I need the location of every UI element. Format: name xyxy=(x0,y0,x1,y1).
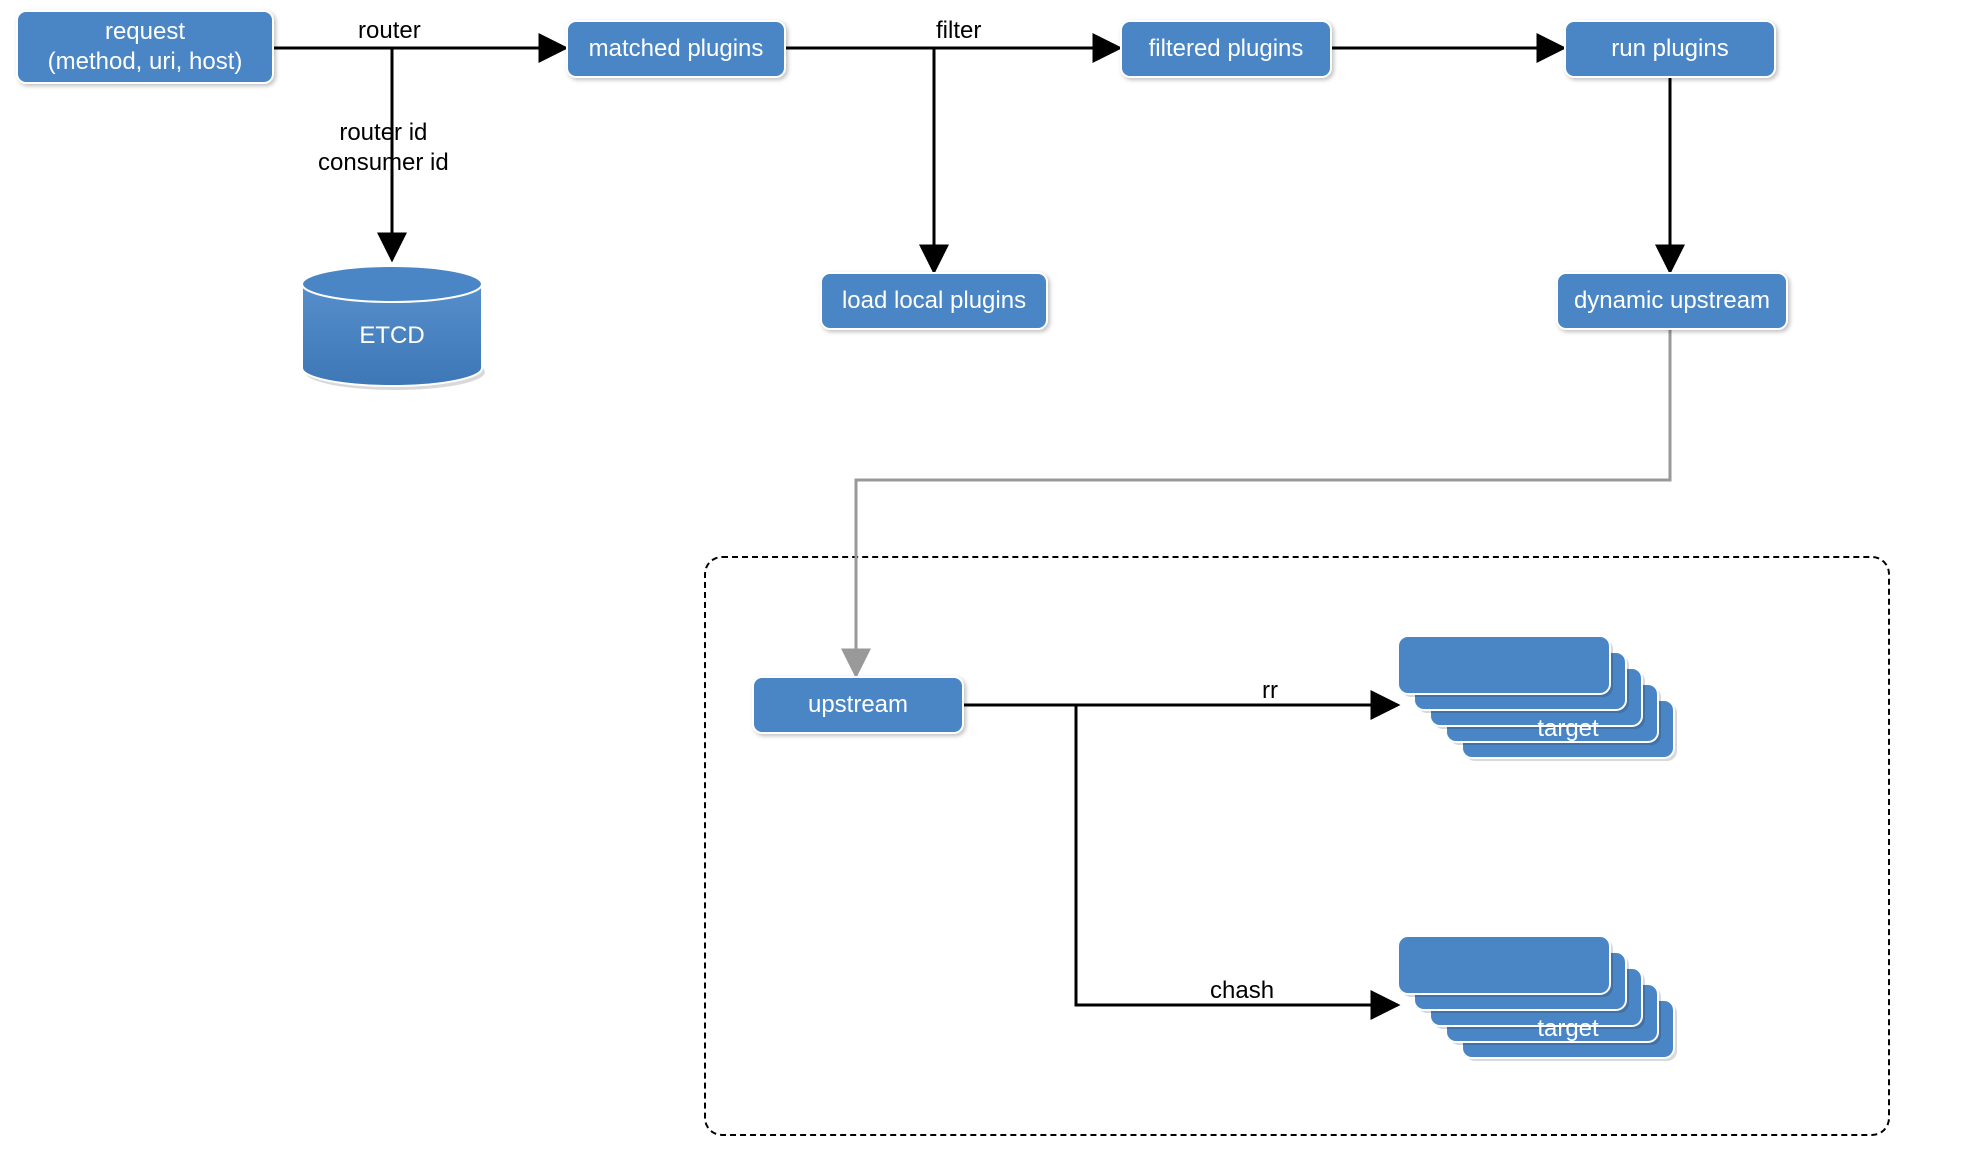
node-etcd-label: ETCD xyxy=(302,322,482,350)
edge-label-matched_plugins-filtered_plugins: filter xyxy=(936,16,981,46)
upstream-container-box xyxy=(704,556,1890,1136)
node-matched_plugins: matched plugins xyxy=(566,20,786,78)
edge-label-request-etcd: router id consumer id xyxy=(318,118,449,178)
node-dynamic_upstream: dynamic upstream xyxy=(1556,272,1788,330)
node-upstream: upstream xyxy=(752,676,964,734)
node-load_local: load local plugins xyxy=(820,272,1048,330)
edge-label-upstream-target_chash: chash xyxy=(1210,976,1274,1006)
node-run_plugins: run plugins xyxy=(1564,20,1776,78)
node-target_chash: target xyxy=(1462,1000,1674,1058)
edge-label-upstream-target_rr: rr xyxy=(1262,676,1278,706)
node-request: request (method, uri, host) xyxy=(16,10,274,84)
node-filtered_plugins: filtered plugins xyxy=(1120,20,1332,78)
node-target_rr: target xyxy=(1462,700,1674,758)
edge-label-request-matched_plugins: router xyxy=(358,16,421,46)
